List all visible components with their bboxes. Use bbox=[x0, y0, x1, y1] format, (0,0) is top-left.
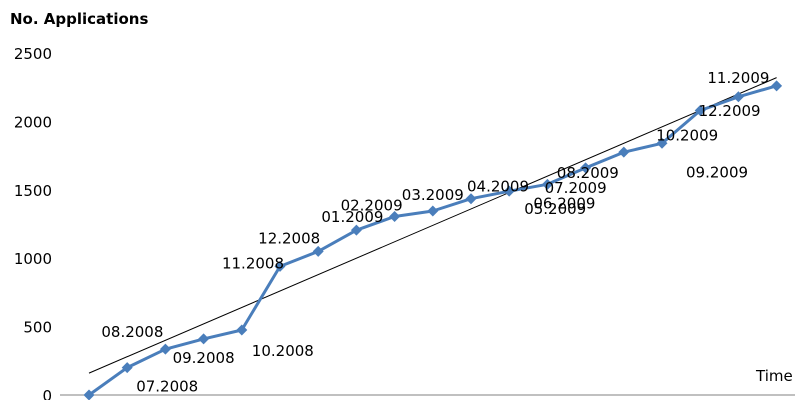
data-point-marker bbox=[694, 104, 706, 116]
data-point-label: 08.2008 bbox=[101, 323, 163, 341]
data-point-label: 02.2009 bbox=[341, 196, 403, 214]
data-point-marker bbox=[541, 178, 553, 190]
trend-line bbox=[88, 77, 777, 374]
data-markers bbox=[83, 80, 783, 400]
data-point-marker bbox=[350, 224, 362, 236]
data-point-label: 07.2009 bbox=[545, 179, 607, 197]
data-point-label: 10.2009 bbox=[656, 126, 718, 144]
data-point-label: 11.2009 bbox=[707, 69, 769, 87]
data-point-marker bbox=[83, 389, 95, 400]
data-point-labels: 07.2008 08.2008 09.2008 10.2008 11.2008 12.20… bbox=[101, 69, 769, 396]
data-point-label: 06.2009 bbox=[533, 194, 595, 212]
data-point-marker bbox=[427, 205, 439, 217]
data-point-label: 01.2009 bbox=[321, 208, 383, 226]
data-point-marker bbox=[656, 137, 668, 149]
data-point-label: 12.2008 bbox=[258, 229, 320, 247]
data-point-label: 10.2008 bbox=[252, 342, 314, 360]
data-point-marker bbox=[580, 162, 592, 174]
data-point-label: 05.2009 bbox=[524, 200, 586, 218]
data-point-marker bbox=[312, 245, 324, 257]
y-tick-label: 2000 bbox=[14, 113, 52, 131]
data-point-marker bbox=[503, 185, 515, 197]
data-point-marker bbox=[465, 193, 477, 205]
data-point-marker bbox=[771, 80, 783, 92]
y-axis-ticks: 0 500 1000 1500 2000 2500 bbox=[14, 45, 52, 400]
data-point-marker bbox=[198, 333, 210, 345]
data-point-label: 09.2008 bbox=[173, 349, 235, 367]
data-point-label: 04.2009 bbox=[467, 178, 529, 196]
y-tick-label: 1500 bbox=[14, 182, 52, 200]
data-point-label: 08.2009 bbox=[557, 164, 619, 182]
data-point-label: 11.2008 bbox=[222, 254, 284, 272]
data-point-marker bbox=[159, 343, 171, 355]
data-point-label: 09.2009 bbox=[686, 163, 748, 181]
data-point-marker bbox=[389, 210, 401, 222]
data-point-label: 12.2009 bbox=[699, 102, 761, 120]
x-axis-title: Time bbox=[755, 367, 793, 385]
y-tick-label: 1000 bbox=[14, 250, 52, 268]
data-point-label: 03.2009 bbox=[402, 186, 464, 204]
data-point-marker bbox=[121, 362, 133, 374]
y-tick-label: 500 bbox=[23, 319, 52, 337]
y-tick-label: 2500 bbox=[14, 45, 52, 63]
data-point-marker bbox=[732, 91, 744, 103]
data-point-marker bbox=[236, 324, 248, 336]
data-point-marker bbox=[618, 146, 630, 158]
data-point-marker bbox=[274, 260, 286, 272]
y-tick-label: 0 bbox=[42, 387, 52, 400]
y-axis-title: No. Applications bbox=[10, 10, 148, 28]
data-point-label: 07.2008 bbox=[136, 378, 198, 396]
